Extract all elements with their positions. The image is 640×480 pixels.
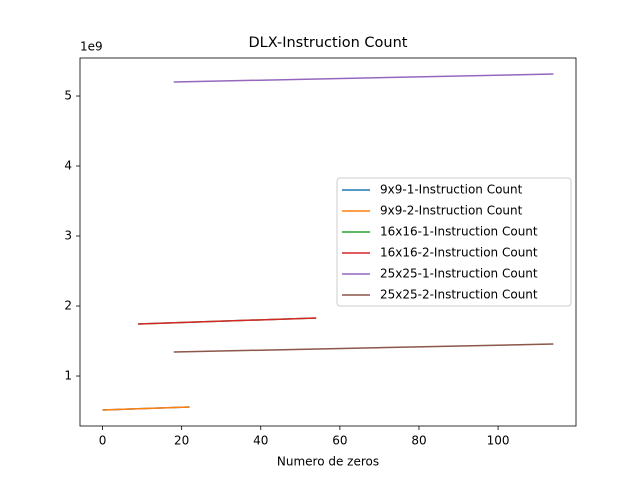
y-tick-label: 3 bbox=[64, 229, 72, 243]
legend-label: 9x9-1-Instruction Count bbox=[380, 183, 523, 197]
legend: 9x9-1-Instruction Count 9x9-2-Instruction… bbox=[336, 177, 572, 307]
legend-label: 9x9-2-Instruction Count bbox=[380, 204, 523, 218]
line-series bbox=[173, 73, 554, 83]
chart-title: DLX-Instruction Count bbox=[249, 35, 408, 51]
plot-frame bbox=[79, 57, 577, 427]
y-tick-label: 1 bbox=[64, 369, 72, 383]
x-tick-label: 60 bbox=[332, 434, 347, 448]
line-series bbox=[138, 317, 317, 325]
legend-label: 16x16-1-Instruction Count bbox=[380, 225, 538, 239]
x-tick-label: 100 bbox=[487, 434, 510, 448]
y-tick-label: 2 bbox=[64, 299, 72, 313]
line-series bbox=[173, 343, 554, 353]
y-tick-label: 5 bbox=[64, 89, 72, 103]
legend-box bbox=[336, 177, 572, 307]
y-tick-label: 4 bbox=[64, 159, 72, 173]
x-tick-label: 20 bbox=[174, 434, 189, 448]
line-series bbox=[102, 406, 190, 411]
x-tick-label: 0 bbox=[99, 434, 107, 448]
x-tick-label: 40 bbox=[253, 434, 268, 448]
legend-label: 25x25-1-Instruction Count bbox=[380, 267, 538, 281]
legend-label: 25x25-2-Instruction Count bbox=[380, 288, 538, 302]
x-axis-label: Numero de zeros bbox=[277, 455, 379, 469]
y-offset-label: 1e9 bbox=[80, 40, 103, 54]
legend-label: 16x16-2-Instruction Count bbox=[380, 246, 538, 260]
x-tick-label: 80 bbox=[411, 434, 426, 448]
